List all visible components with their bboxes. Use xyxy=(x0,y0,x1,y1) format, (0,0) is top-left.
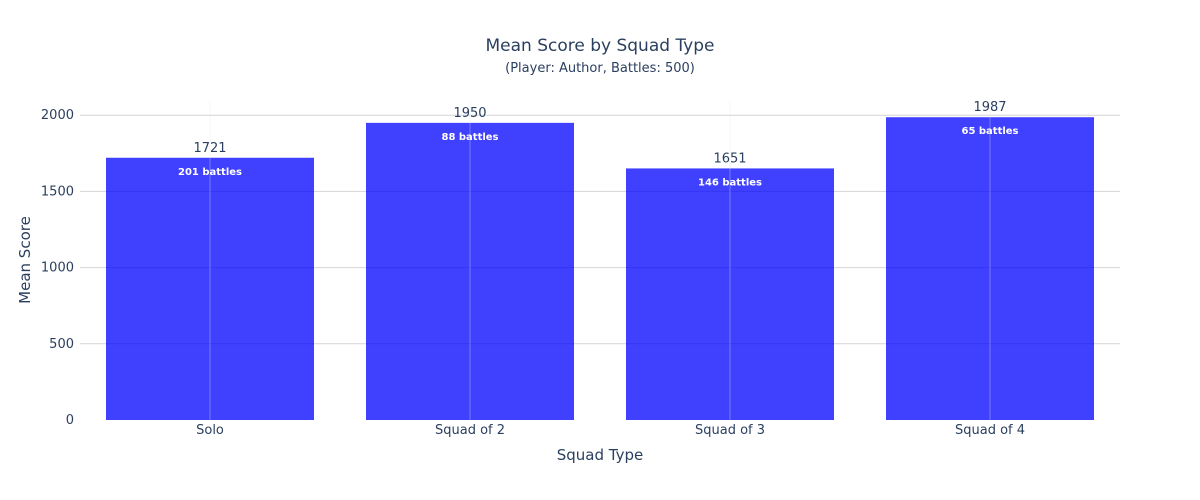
y-tick-label: 1000 xyxy=(41,261,74,276)
bar-battles-label: 88 battles xyxy=(441,132,498,143)
chart-title: Mean Score by Squad Type xyxy=(485,36,714,56)
y-axis-title: Mean Score xyxy=(16,216,34,304)
x-tick-label: Squad of 4 xyxy=(955,423,1025,438)
bar xyxy=(886,117,1094,420)
bars-layer xyxy=(106,117,1094,420)
y-axis-ticks: 0 500 1000 1500 2000 xyxy=(41,108,74,428)
bar-value-label: 1721 xyxy=(193,141,226,156)
x-axis-title: Squad Type xyxy=(557,446,643,464)
bar xyxy=(366,122,574,420)
y-tick-label: 500 xyxy=(49,337,74,352)
x-axis-ticks: Solo Squad of 2 Squad of 3 Squad of 4 xyxy=(196,423,1025,438)
bar-value-label: 1987 xyxy=(973,100,1006,115)
y-tick-label: 0 xyxy=(66,413,74,428)
vertical-grid-layer xyxy=(209,100,991,420)
bar xyxy=(626,168,834,420)
x-tick-label: Squad of 2 xyxy=(435,423,505,438)
labels-layer: 1721 201 battles 1950 88 battles 1651 146 bat… xyxy=(178,100,1019,188)
x-tick-label: Solo xyxy=(196,423,224,438)
y-tick-label: 1500 xyxy=(41,184,74,199)
bar-value-label: 1651 xyxy=(713,151,746,166)
bar-battles-label: 65 battles xyxy=(961,126,1018,137)
x-tick-label: Squad of 3 xyxy=(695,423,765,438)
bar xyxy=(106,157,314,420)
y-tick-label: 2000 xyxy=(41,108,74,123)
bar-battles-label: 146 battles xyxy=(698,177,762,188)
bar-battles-label: 201 battles xyxy=(178,167,242,178)
bar-value-label: 1950 xyxy=(453,106,486,121)
chart-subtitle: (Player: Author, Battles: 500) xyxy=(505,61,695,76)
